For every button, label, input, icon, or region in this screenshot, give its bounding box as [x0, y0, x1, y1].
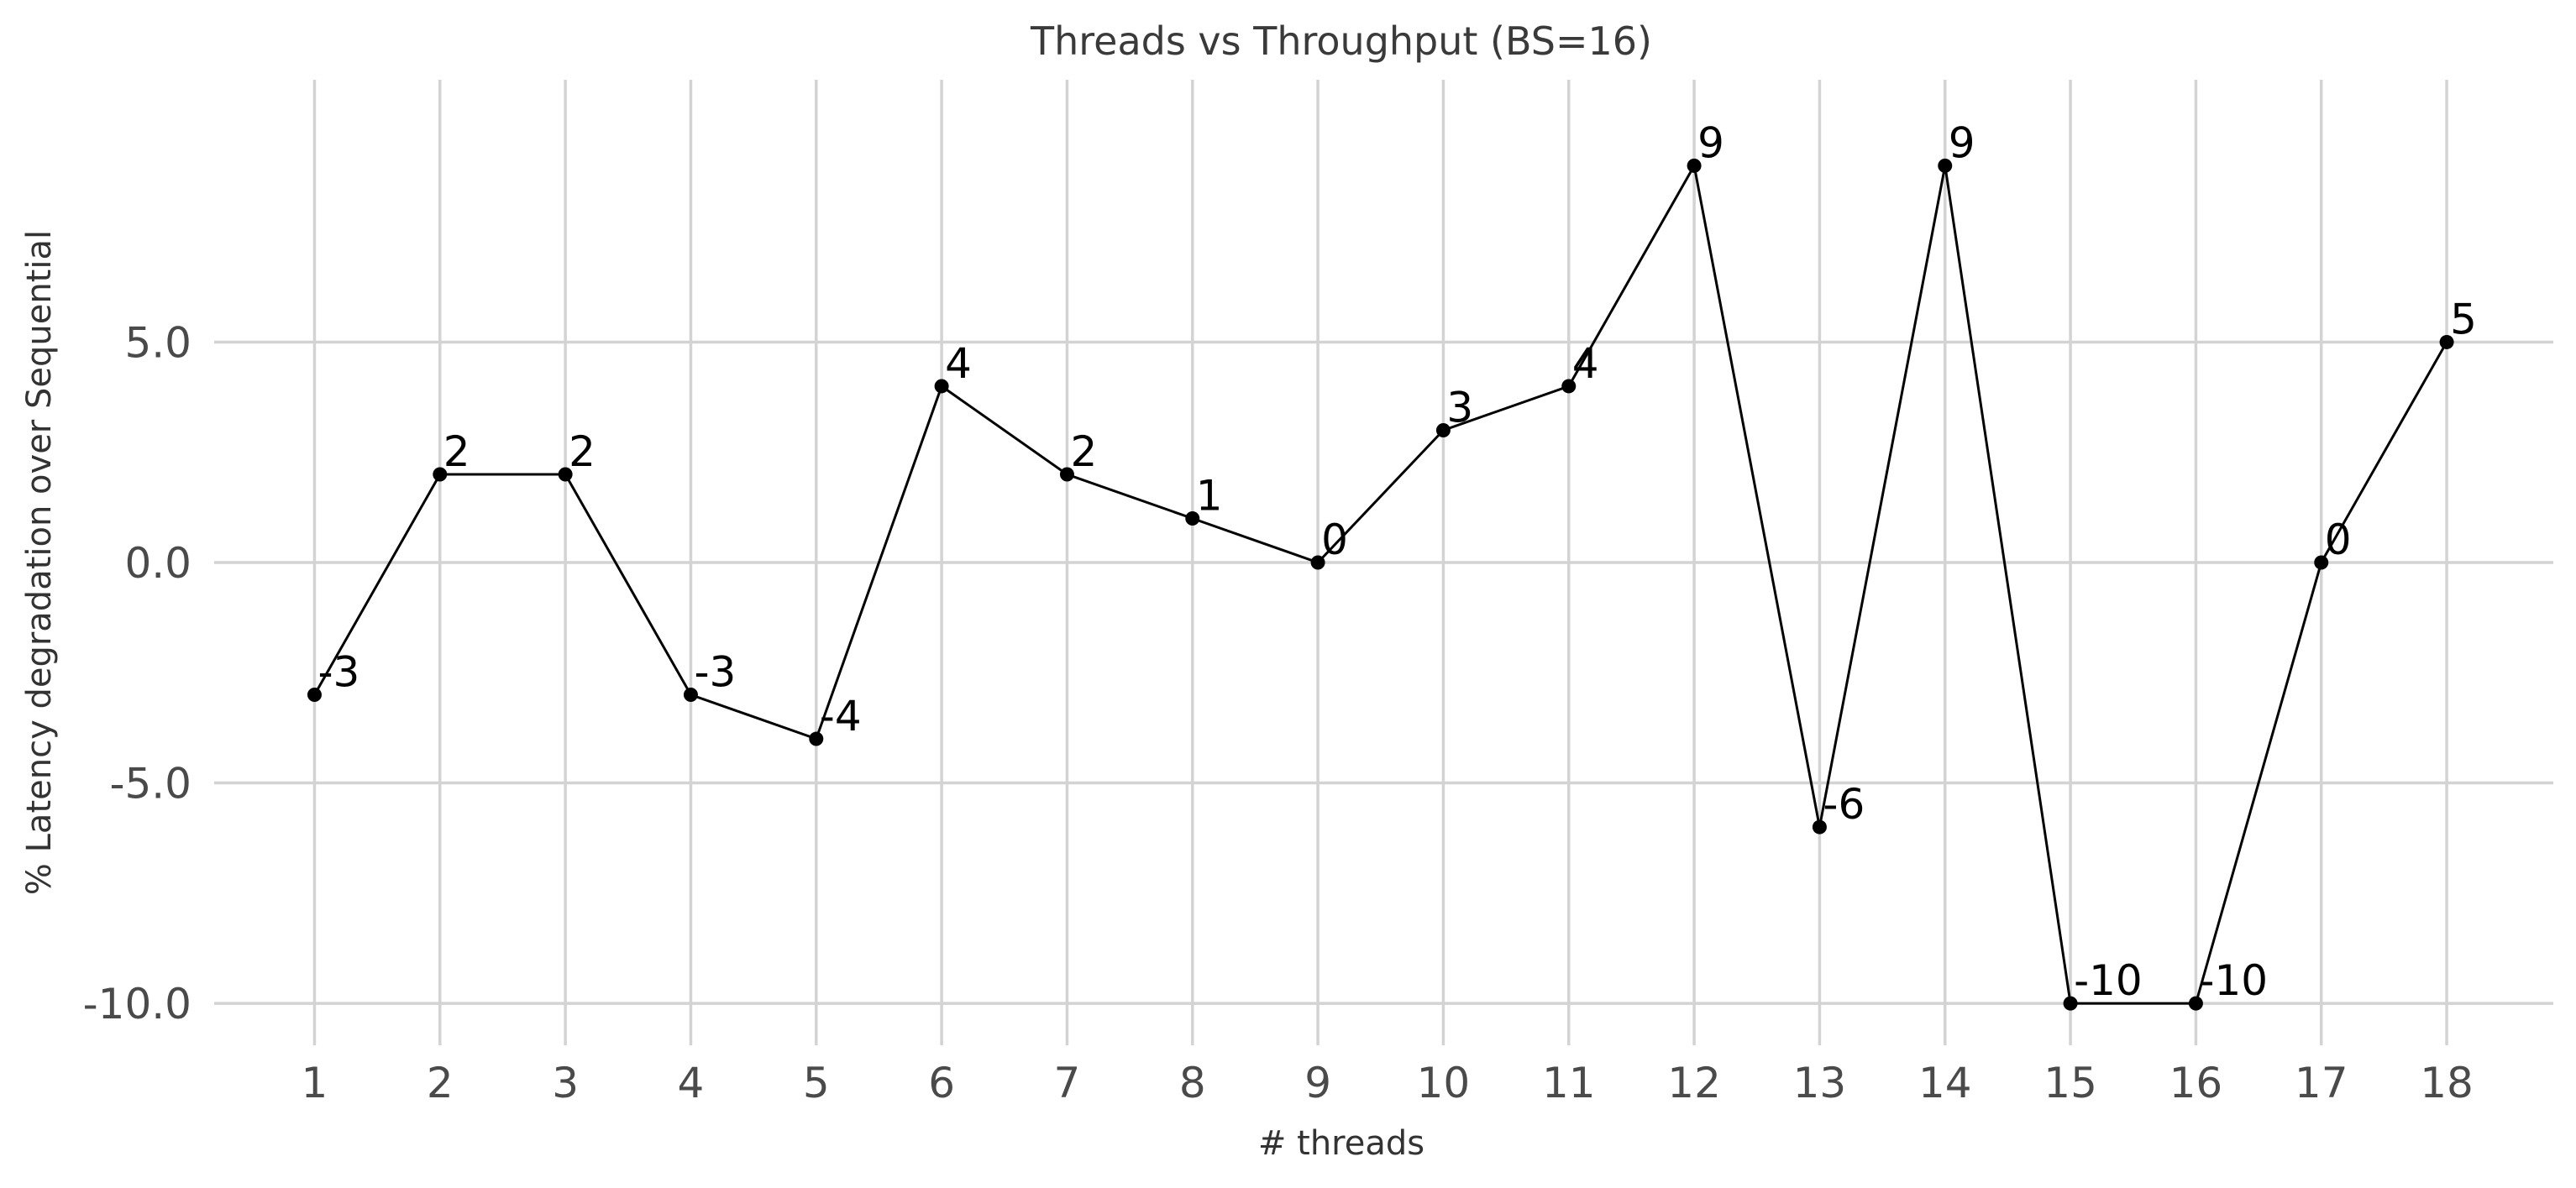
x-tick-label: 18	[2420, 1059, 2474, 1107]
x-tick-label: 11	[1542, 1059, 1596, 1107]
data-label: 1	[1196, 471, 1223, 520]
x-tick-label: 9	[1304, 1059, 1331, 1107]
data-label: -10	[2199, 956, 2268, 1005]
data-point	[2188, 996, 2203, 1011]
data-point	[934, 379, 949, 394]
y-axis-label: % Latency degradation over Sequential	[20, 230, 59, 895]
series-line	[313, 162, 2448, 1005]
data-point	[1310, 555, 1325, 570]
data-point	[1561, 379, 1577, 394]
data-point	[1185, 510, 1200, 526]
x-tick-label: 5	[803, 1059, 830, 1107]
data-label: 0	[2325, 515, 2352, 564]
data-label: 2	[1070, 427, 1097, 476]
data-label: 4	[1572, 339, 1599, 388]
data-label: 2	[443, 427, 470, 476]
chart-title: Threads vs Throughput (BS=16)	[1030, 18, 1652, 64]
x-tick-label: 17	[2295, 1059, 2348, 1107]
x-tick-label: 16	[2169, 1059, 2223, 1107]
data-point	[1938, 158, 1953, 173]
y-tick-label: -5.0	[109, 760, 191, 809]
data-point	[433, 467, 448, 482]
data-label: 4	[945, 339, 972, 388]
data-label: -3	[317, 648, 359, 697]
x-tick-label: 3	[552, 1059, 579, 1107]
data-point	[1435, 422, 1451, 437]
data-point	[1687, 158, 1702, 173]
x-tick-label: 6	[928, 1059, 955, 1107]
x-tick-label: 12	[1667, 1059, 1721, 1107]
data-point	[2314, 555, 2329, 570]
x-tick-label: 8	[1179, 1059, 1206, 1107]
data-point	[683, 688, 698, 703]
x-tick-label: 2	[427, 1059, 454, 1107]
x-tick-label: 15	[2043, 1059, 2097, 1107]
x-axis-label: # threads	[1258, 1124, 1424, 1163]
data-label: 0	[1321, 515, 1348, 564]
series-layer	[313, 162, 2448, 1005]
data-point	[558, 467, 573, 482]
x-tick-label: 7	[1054, 1059, 1081, 1107]
data-label: -10	[2074, 956, 2143, 1005]
data-point	[307, 688, 322, 703]
x-tick-label: 14	[1918, 1059, 1972, 1107]
y-tick-label: 0.0	[124, 539, 191, 588]
data-point	[1812, 819, 1827, 835]
data-point	[2063, 996, 2078, 1011]
data-label: 5	[2450, 295, 2477, 343]
x-tick-label: 10	[1417, 1059, 1471, 1107]
data-point	[809, 731, 824, 746]
x-tick-label: 1	[302, 1059, 328, 1107]
data-labels-layer: -3 2 2 -3 -4 4 2 1 0 3 4 9 -6 9 -10 -10 0 5	[317, 118, 2476, 1005]
data-point	[1059, 467, 1074, 482]
data-label: 2	[569, 427, 595, 476]
data-label: -6	[1823, 780, 1865, 829]
y-tick-label: 5.0	[124, 318, 191, 367]
ticks-layer: 1 2 3 4 5 6 7 8 9 10 11 12 13 14 15 16 17 18-10.0-5.00.05…	[83, 318, 2474, 1107]
data-label: 3	[1446, 383, 1473, 432]
x-tick-label: 13	[1793, 1059, 1847, 1107]
points-layer	[307, 158, 2454, 1011]
data-label: -3	[694, 648, 736, 697]
data-label: -4	[820, 692, 862, 741]
data-label: 9	[1697, 118, 1724, 167]
y-tick-label: -10.0	[83, 980, 191, 1028]
x-tick-label: 4	[678, 1059, 705, 1107]
data-label: 9	[1949, 118, 1975, 167]
data-point	[2439, 334, 2454, 349]
grid-layer	[214, 80, 2553, 1045]
